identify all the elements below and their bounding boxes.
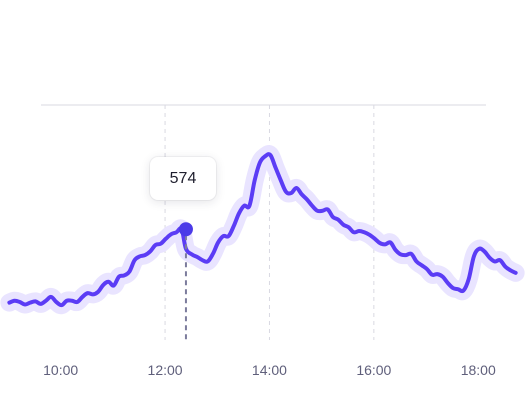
x-tick-label: 12:00 [148,362,183,378]
series-layer [0,145,525,315]
highlight-point [178,222,193,237]
x-tick-label: 14:00 [252,362,287,378]
marker-layer [178,222,193,340]
series-line [7,152,518,308]
x-tick-label: 16:00 [356,362,391,378]
tooltip-value: 574 [169,169,197,187]
x-tick-label: 18:00 [461,362,496,378]
value-tooltip: 574 [150,157,216,200]
series-line-halo [0,145,525,315]
x-tick-label: 10:00 [43,362,78,378]
grid-layer [41,104,486,340]
x-axis: 10:00 12:00 14:00 16:00 18:00 [43,362,496,378]
